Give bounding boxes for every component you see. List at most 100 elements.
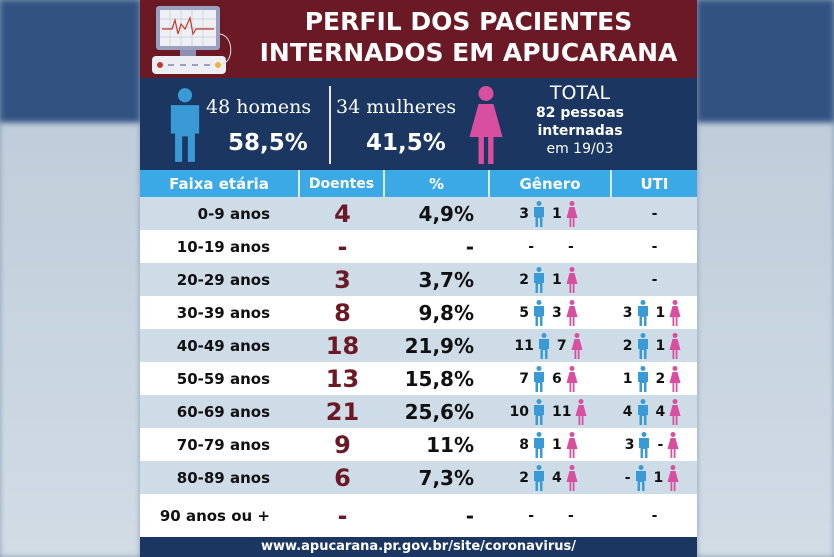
- age-range: 90 anos ou +: [159, 506, 270, 525]
- female-icon: [566, 464, 578, 491]
- cases: 18: [325, 331, 360, 360]
- header: PERFIL DOS PACIENTES INTERNADOS EM APUCA…: [140, 0, 697, 78]
- summary-panel: 48 homens 58,5% 34 mulheres 41,5% TOTAL …: [140, 78, 697, 170]
- header-cases: Doentes: [300, 170, 385, 197]
- uti-female-count: -: [657, 436, 664, 453]
- cases: -: [337, 232, 348, 261]
- male-icon: [639, 431, 650, 458]
- age-range: 30-39 anos: [176, 303, 270, 322]
- cases: 13: [325, 364, 360, 393]
- cases: 4: [334, 199, 351, 228]
- female-icon: [566, 365, 578, 392]
- male-count: -: [528, 238, 534, 255]
- cases: 3: [334, 265, 351, 294]
- female-icon: [667, 431, 679, 458]
- table-body: 0-9 anos 4 4,9% 3 1-10-19 anos - - - - -20-29 ano…: [140, 197, 697, 537]
- women-percentage: 41,5%: [366, 130, 446, 156]
- percentage: 4,9%: [418, 201, 474, 226]
- footer-url: www.apucarana.pr.gov.br/site/coronavirus…: [140, 537, 697, 557]
- uti-male-count: 4: [622, 403, 633, 420]
- uti-female-count: 1: [653, 469, 664, 486]
- male-count: 10: [509, 403, 529, 420]
- total-date: em 19/03: [546, 141, 614, 157]
- male-count: 8: [519, 436, 529, 453]
- male-count: -: [528, 507, 534, 524]
- blurred-background-right: [697, 0, 834, 557]
- male-icon: [534, 299, 544, 326]
- female-icon: [571, 332, 583, 359]
- uti-value: -: [651, 507, 658, 524]
- male-icon: [170, 88, 200, 162]
- male-icon: [534, 365, 544, 392]
- table-row: 90 anos ou + - - - - -: [140, 494, 697, 537]
- female-count: 1: [552, 205, 562, 222]
- female-icon: [669, 299, 681, 326]
- heart-monitor-icon: [152, 6, 232, 74]
- table-header: Faixa etária Doentes % Gênero UTI: [140, 170, 697, 197]
- male-icon: [538, 332, 549, 359]
- men-count: 48 homens: [206, 96, 312, 118]
- cases: 6: [334, 463, 351, 492]
- percentage: 25,6%: [404, 399, 474, 424]
- male-icon: [534, 398, 544, 425]
- uti-cell: -: [612, 239, 697, 255]
- blurred-background-left: [0, 0, 140, 557]
- percentage: 15,8%: [404, 366, 474, 391]
- female-count: 3: [552, 304, 562, 321]
- female-icon: [566, 200, 578, 227]
- male-count: 5: [519, 304, 529, 321]
- male-icon: [534, 266, 544, 293]
- total-block: TOTAL 82 pessoas internadas em 19/03: [520, 82, 640, 158]
- divider: [329, 86, 331, 164]
- female-count: 1: [552, 271, 562, 288]
- uti-male-count: 3: [622, 304, 633, 321]
- uti-male-count: 3: [624, 436, 635, 453]
- female-icon: [566, 299, 578, 326]
- male-count: 11: [514, 337, 534, 354]
- page-title: PERFIL DOS PACIENTES INTERNADOS EM APUCA…: [240, 6, 697, 68]
- uti-cell: -1: [612, 464, 697, 491]
- uti-male-count: 2: [622, 337, 633, 354]
- male-count: 7: [519, 370, 529, 387]
- table-row: 40-49 anos 18 21,9% 11 7 2 1: [140, 329, 697, 362]
- table-row: 70-79 anos 9 11% 8 1 3-: [140, 428, 697, 461]
- header-gender: Gênero: [490, 170, 612, 197]
- uti-cell: -: [612, 508, 697, 524]
- female-icon: [575, 398, 587, 425]
- female-icon: [667, 464, 679, 491]
- female-icon: [669, 365, 681, 392]
- table-row: 80-89 anos 6 7,3% 2 4-1: [140, 461, 697, 494]
- male-count: 2: [519, 469, 529, 486]
- age-range: 60-69 anos: [176, 402, 270, 421]
- male-icon: [637, 398, 648, 425]
- female-count: 1: [552, 436, 562, 453]
- age-range: 20-29 anos: [176, 270, 270, 289]
- table-row: 0-9 anos 4 4,9% 3 1-: [140, 197, 697, 230]
- male-icon: [635, 464, 646, 491]
- percentage: 9,8%: [418, 300, 474, 325]
- percentage: 3,7%: [418, 267, 474, 292]
- uti-cell: -: [612, 272, 697, 288]
- age-range: 10-19 anos: [176, 237, 270, 256]
- age-range: 0-9 anos: [197, 204, 270, 223]
- uti-female-count: 4: [655, 403, 666, 420]
- gender-cell: 10 11: [490, 398, 612, 425]
- uti-female-count: 1: [655, 337, 666, 354]
- male-icon: [637, 365, 648, 392]
- uti-cell: 3-: [612, 431, 697, 458]
- uti-value: -: [651, 271, 658, 288]
- female-count: 7: [556, 337, 567, 354]
- age-range: 40-49 anos: [176, 336, 270, 355]
- female-count: -: [568, 238, 574, 255]
- age-range: 80-89 anos: [176, 468, 270, 487]
- uti-female-count: 2: [655, 370, 666, 387]
- male-icon: [534, 464, 544, 491]
- table-row: 10-19 anos - - - - -: [140, 230, 697, 263]
- gender-cell: --: [490, 239, 612, 255]
